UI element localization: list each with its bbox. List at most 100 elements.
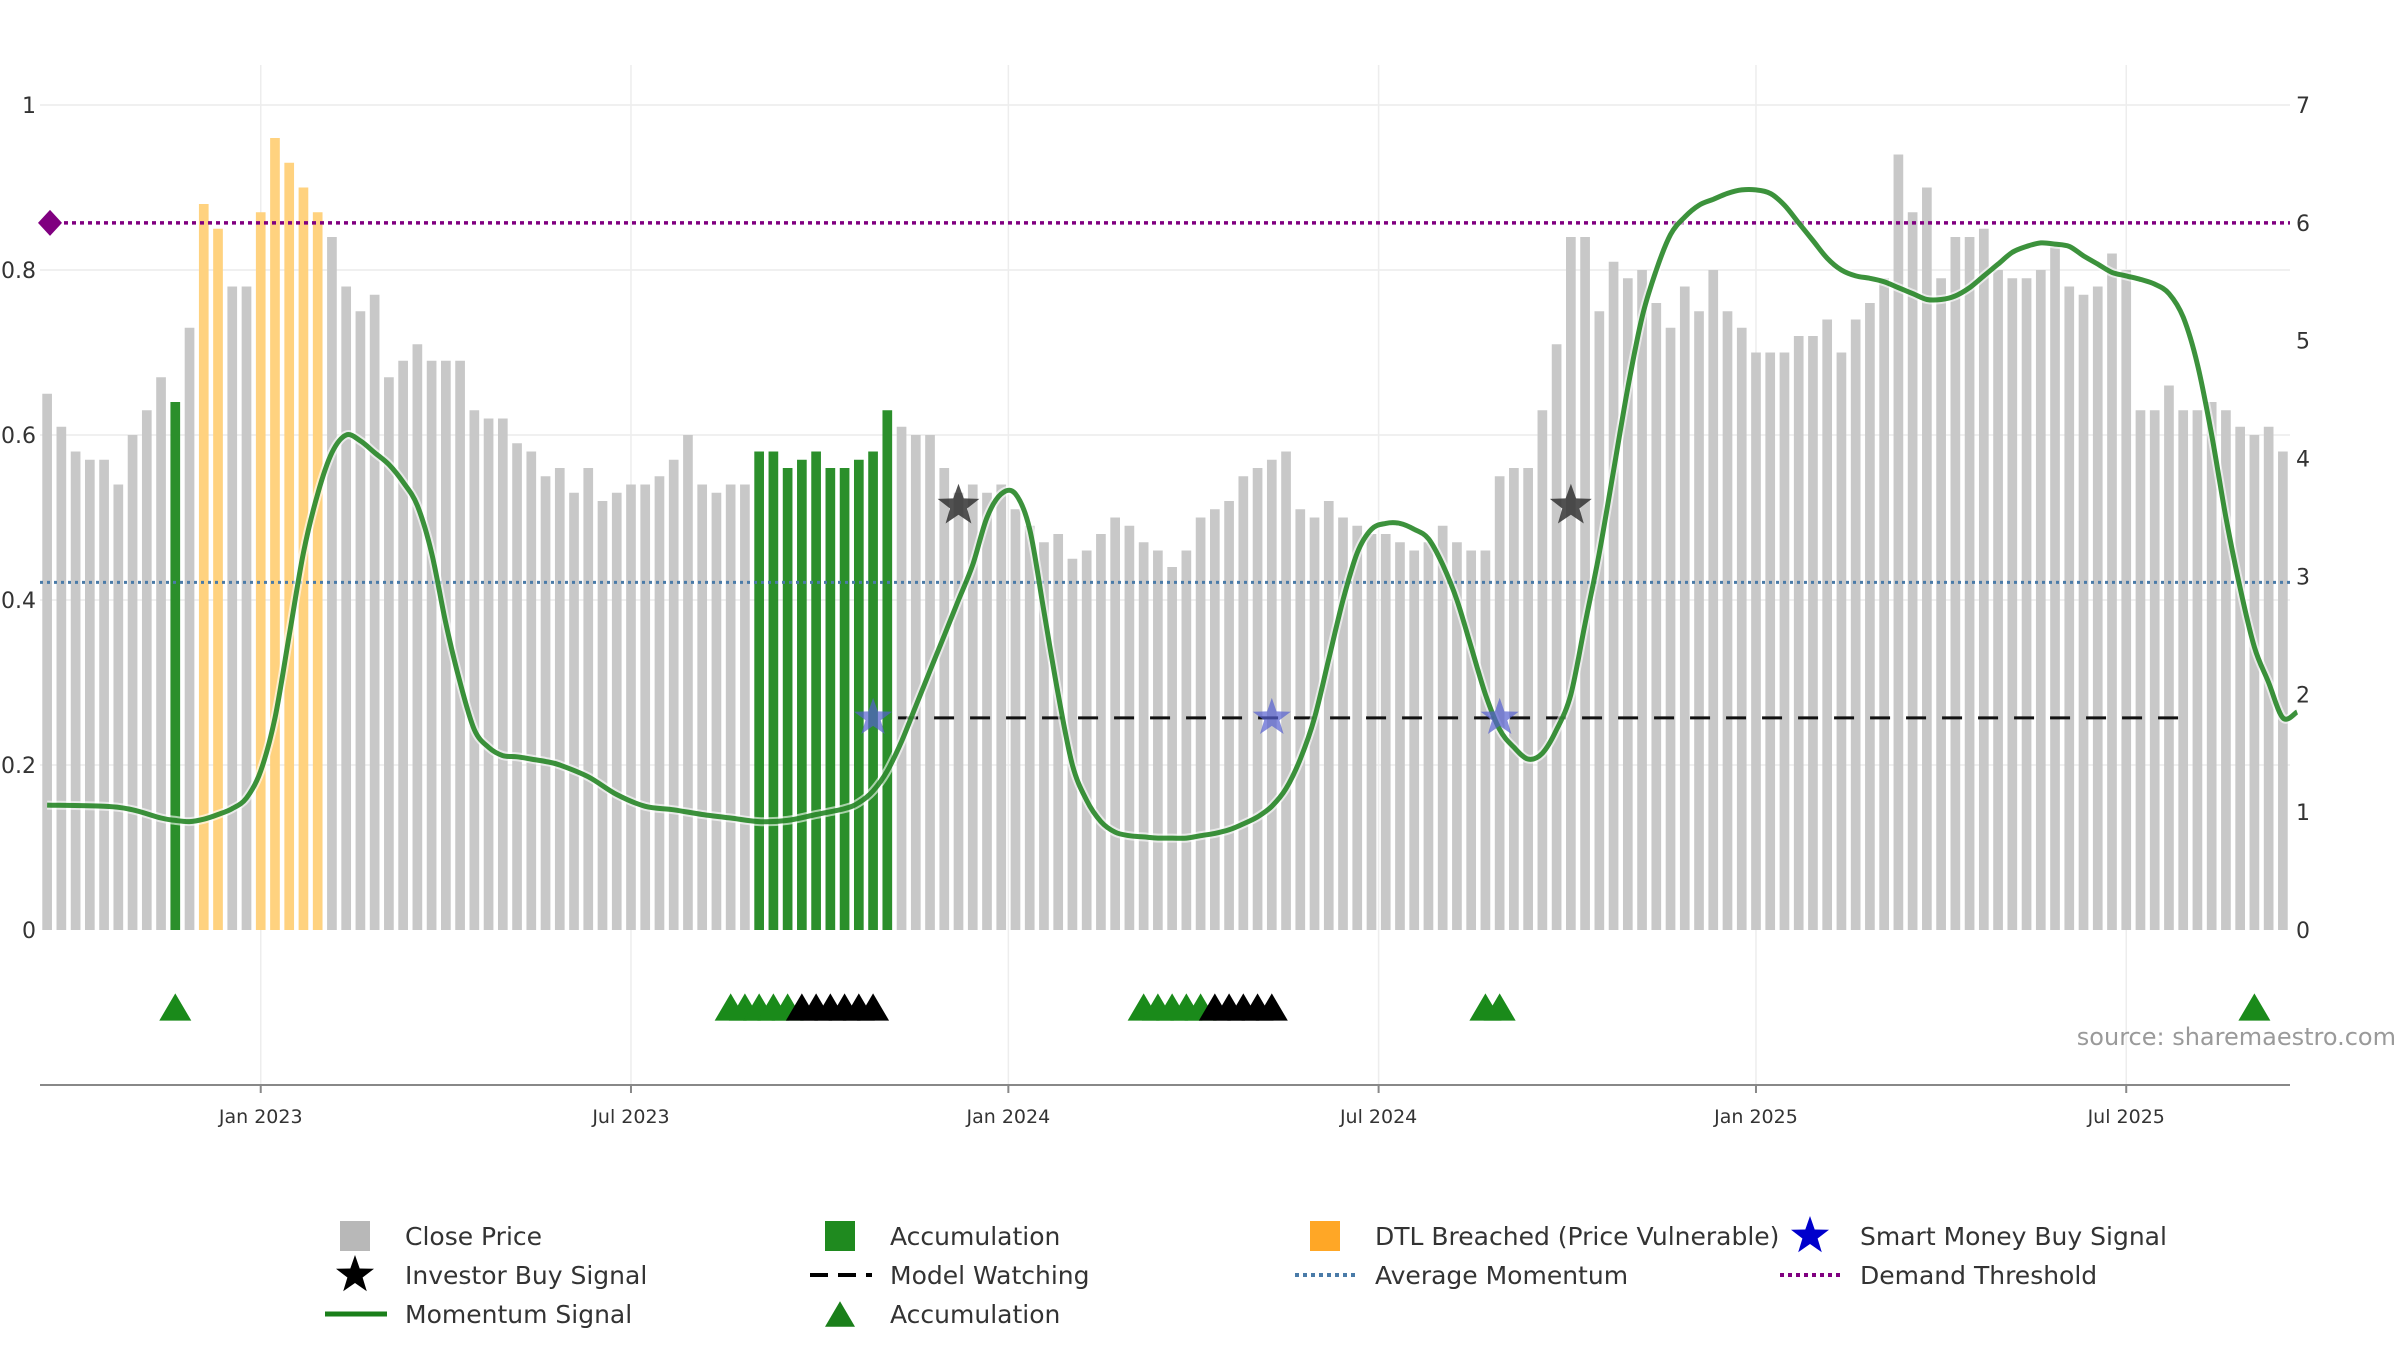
price-bar (1836, 352, 1847, 930)
right-tick-label: 6 (2296, 212, 2310, 237)
right-tick-label: 1 (2296, 801, 2310, 826)
price-bar (284, 162, 295, 930)
price-bar (1081, 550, 1092, 930)
legend-triangle-icon (825, 1301, 855, 1327)
price-bar (184, 327, 195, 930)
legend-square-icon (825, 1221, 855, 1251)
price-bar (2092, 286, 2103, 930)
price-bar (1395, 542, 1405, 930)
price-bar (839, 468, 850, 930)
price-bar (1722, 311, 1733, 930)
price-bar (2050, 245, 2060, 930)
legend-item: Smart Money Buy Signal (1791, 1216, 2167, 1253)
price-bar (1993, 270, 2003, 930)
price-bar (1153, 550, 1163, 930)
legend-item: Model Watching (810, 1261, 1090, 1290)
price-bar (312, 212, 323, 930)
price-bar (1452, 542, 1462, 930)
price-bar (782, 468, 793, 930)
price-bar (725, 484, 736, 930)
price-bar (227, 286, 238, 930)
momentum-signal-path (47, 186, 2299, 841)
legend-item: Accumulation (825, 1300, 1060, 1329)
price-bar (412, 344, 423, 930)
price-bar (1850, 319, 1861, 930)
reference-lines (38, 209, 2290, 720)
smart-money-buy-signal-star (1252, 697, 1291, 734)
axes: 0 0.2 0.4 0.6 0.8 1 0 1 2 3 4 5 6 7 Jan 2023 Jul 2023 Ja… (1, 94, 2310, 1128)
legend-item: Momentum Signal (325, 1300, 632, 1329)
smart-money-buy-signal-star (1480, 697, 1519, 734)
price-bar (2206, 402, 2217, 930)
price-bar (1665, 327, 1676, 930)
right-tick-label: 3 (2296, 565, 2310, 590)
right-tick-label: 4 (2296, 448, 2310, 473)
price-bar (56, 426, 67, 930)
price-bar (811, 451, 821, 930)
left-tick-label: 1 (22, 94, 36, 119)
price-bar (1936, 278, 1946, 930)
price-bar (1352, 525, 1363, 930)
price-bar (1679, 286, 1690, 930)
price-bar (99, 459, 109, 930)
price-bar (1751, 352, 1761, 930)
price-bar (241, 286, 252, 930)
price-bar (711, 492, 722, 930)
price-bar (1252, 468, 1263, 930)
price-bar (683, 435, 693, 930)
price-bar (1950, 237, 1961, 930)
price-bar (1224, 501, 1234, 930)
price-bar (740, 484, 750, 930)
legend: Close Price Accumulation DTL Breached (Pri… (325, 1216, 2167, 1329)
accumulation-triangle (2238, 993, 2271, 1021)
legend-label: DTL Breached (Price Vulnerable) (1375, 1222, 1779, 1251)
legend-star-icon (336, 1255, 374, 1292)
signal-markers (854, 483, 1592, 734)
demand-threshold-marker (38, 209, 62, 236)
price-bar (1523, 468, 1533, 930)
price-bar (2235, 426, 2245, 930)
price-bar (996, 484, 1007, 930)
price-bar (113, 484, 124, 930)
legend-star-icon (1791, 1216, 1829, 1253)
x-tick-label: Jan 2023 (218, 1106, 303, 1128)
right-tick-label: 0 (2296, 919, 2310, 944)
price-bar (1053, 534, 1064, 930)
price-bar (910, 435, 921, 930)
x-tick-label: Jul 2024 (1339, 1106, 1417, 1128)
price-bar (1067, 558, 1078, 930)
price-bar (569, 492, 579, 930)
price-bar (1580, 237, 1590, 930)
price-bar (85, 459, 95, 930)
price-bar (2135, 410, 2146, 930)
x-tick-label: Jan 2025 (1713, 1106, 1798, 1128)
price-bar (668, 459, 679, 930)
price-bar (1622, 278, 1633, 930)
momentum-signal-line (47, 184, 2300, 843)
price-bar (868, 451, 878, 930)
price-bar (540, 476, 551, 930)
price-bar (2021, 278, 2032, 930)
smart-money-buy-signal-star (854, 697, 893, 734)
price-bar (1423, 542, 1434, 930)
price-bar (1409, 550, 1420, 930)
price-bar (1879, 278, 1889, 930)
price-bar (1765, 352, 1776, 930)
price-bar (754, 451, 764, 930)
price-bar (1808, 336, 1818, 930)
price-bar (1281, 451, 1291, 930)
price-bar (1338, 517, 1348, 930)
price-bar (127, 435, 138, 930)
price-bar (1437, 525, 1448, 930)
price-bar (270, 138, 280, 930)
price-bar (1793, 336, 1804, 930)
price-bar (1637, 270, 1647, 930)
price-bar (626, 484, 636, 930)
price-bar (953, 492, 964, 930)
price-bar (355, 311, 366, 930)
left-tick-label: 0 (22, 919, 36, 944)
price-bar (1736, 327, 1747, 930)
price-bar (611, 492, 622, 930)
price-bar (141, 410, 152, 930)
price-bar (497, 418, 508, 930)
